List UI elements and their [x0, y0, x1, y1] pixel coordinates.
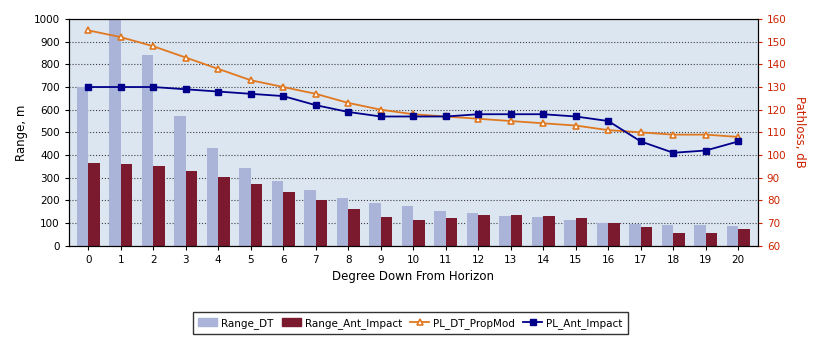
PL_Ant_Impact	[149, 85, 158, 89]
Bar	[77, 87, 88, 246]
Line: PL_Ant_Impact: PL_Ant_Impact	[85, 84, 741, 156]
Bar	[401, 206, 413, 246]
Bar	[738, 229, 750, 246]
Bar	[662, 225, 673, 246]
Bar	[218, 177, 230, 246]
Bar	[207, 148, 218, 246]
PL_DT_PropMod	[278, 85, 288, 89]
PL_Ant_Impact	[539, 112, 548, 116]
Bar	[467, 213, 479, 246]
PL_Ant_Impact	[635, 139, 645, 143]
PL_Ant_Impact	[733, 139, 743, 143]
Bar	[413, 220, 424, 246]
Bar	[597, 223, 608, 246]
PL_DT_PropMod	[474, 117, 484, 121]
Bar	[630, 224, 640, 246]
PL_Ant_Impact	[311, 103, 321, 107]
Bar	[727, 226, 738, 246]
Bar	[121, 164, 132, 246]
PL_Ant_Impact	[245, 92, 255, 96]
PL_DT_PropMod	[441, 115, 451, 119]
PL_DT_PropMod	[635, 130, 645, 134]
Bar	[381, 217, 392, 246]
Bar	[174, 117, 186, 246]
Bar	[272, 181, 283, 246]
PL_Ant_Impact	[116, 85, 126, 89]
PL_DT_PropMod	[116, 35, 126, 39]
Bar	[499, 216, 511, 246]
PL_Ant_Impact	[506, 112, 516, 116]
PL_Ant_Impact	[343, 110, 353, 114]
Bar	[337, 198, 348, 246]
PL_DT_PropMod	[506, 119, 516, 123]
PL_DT_PropMod	[668, 133, 678, 137]
PL_Ant_Impact	[474, 112, 484, 116]
PL_DT_PropMod	[376, 108, 386, 112]
PL_DT_PropMod	[149, 44, 158, 48]
PL_DT_PropMod	[245, 78, 255, 82]
Bar	[348, 209, 360, 246]
PL_Ant_Impact	[408, 115, 418, 119]
PL_DT_PropMod	[539, 121, 548, 125]
PL_Ant_Impact	[441, 115, 451, 119]
PL_DT_PropMod	[181, 56, 190, 60]
PL_DT_PropMod	[603, 128, 613, 132]
PL_DT_PropMod	[213, 67, 223, 71]
PL_Ant_Impact	[571, 115, 580, 119]
Bar	[250, 184, 262, 246]
Bar	[479, 215, 489, 246]
Bar	[446, 218, 457, 246]
Bar	[608, 223, 620, 246]
Bar	[640, 227, 652, 246]
PL_Ant_Impact	[213, 89, 223, 94]
X-axis label: Degree Down From Horizon: Degree Down From Horizon	[333, 270, 494, 283]
Legend: Range_DT, Range_Ant_Impact, PL_DT_PropMod, PL_Ant_Impact: Range_DT, Range_Ant_Impact, PL_DT_PropMo…	[193, 313, 628, 334]
PL_DT_PropMod	[701, 133, 711, 137]
PL_Ant_Impact	[603, 119, 613, 123]
Y-axis label: Range, m: Range, m	[15, 104, 28, 161]
Bar	[532, 217, 544, 246]
Bar	[369, 203, 381, 246]
PL_DT_PropMod	[408, 112, 418, 116]
Bar	[142, 55, 154, 246]
PL_DT_PropMod	[311, 92, 321, 96]
Bar	[544, 216, 555, 246]
Bar	[316, 200, 327, 246]
PL_DT_PropMod	[83, 28, 93, 32]
PL_Ant_Impact	[701, 148, 711, 153]
Bar	[240, 167, 250, 246]
PL_Ant_Impact	[668, 151, 678, 155]
Bar	[88, 163, 99, 246]
Y-axis label: Pathloss, dB: Pathloss, dB	[793, 96, 806, 168]
Bar	[695, 225, 706, 246]
Line: PL_DT_PropMod: PL_DT_PropMod	[85, 27, 741, 140]
Bar	[673, 233, 685, 246]
PL_DT_PropMod	[571, 123, 580, 127]
PL_Ant_Impact	[376, 115, 386, 119]
PL_DT_PropMod	[343, 101, 353, 105]
PL_DT_PropMod	[733, 135, 743, 139]
Bar	[511, 215, 522, 246]
PL_Ant_Impact	[278, 94, 288, 98]
Bar	[154, 166, 164, 246]
Bar	[186, 172, 197, 246]
Bar	[706, 233, 718, 246]
Bar	[434, 211, 446, 246]
Bar	[305, 190, 316, 246]
Bar	[576, 218, 587, 246]
Bar	[564, 220, 576, 246]
Bar	[283, 192, 295, 246]
PL_Ant_Impact	[83, 85, 93, 89]
PL_Ant_Impact	[181, 87, 190, 91]
Bar	[109, 8, 121, 246]
